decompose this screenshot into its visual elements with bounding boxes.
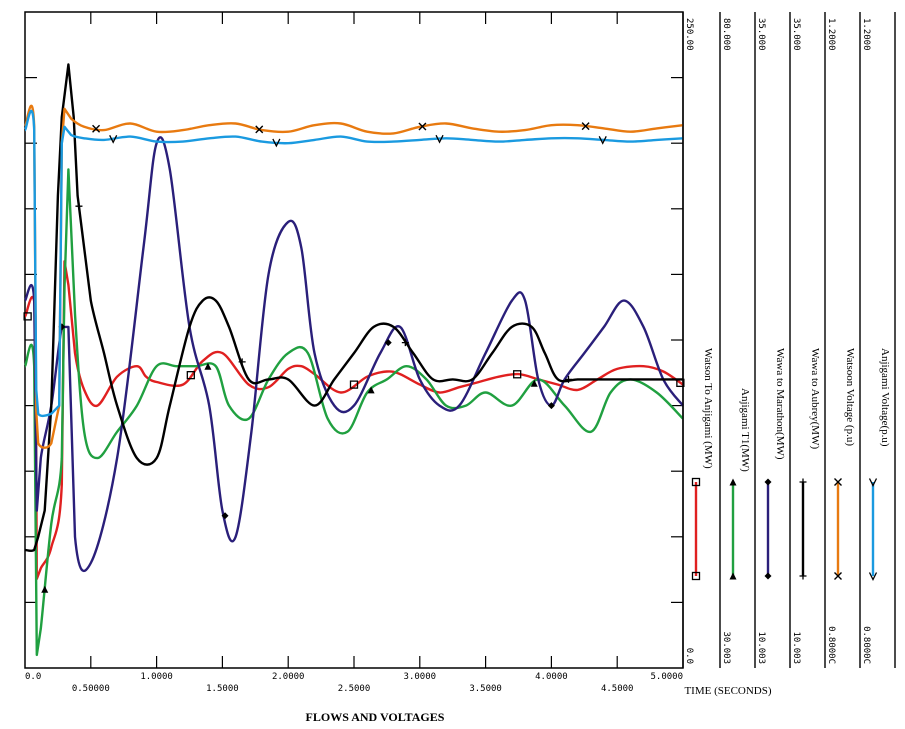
series-lines <box>23 63 685 657</box>
point-marker <box>418 122 427 131</box>
point-marker <box>834 478 842 486</box>
point-marker <box>255 125 264 134</box>
x-tick-label: 2.5000 <box>338 684 371 694</box>
legend-series-name: Wawa to Marathon(MW) <box>774 348 786 460</box>
point-marker <box>581 122 590 131</box>
legend-series-name: Wawa to Aubrey(MW) <box>809 348 821 449</box>
chart-title: FLOWS AND VOLTAGES <box>306 710 445 724</box>
point-marker <box>186 371 195 380</box>
point-marker <box>367 386 375 394</box>
legend-scale-min: 0.8000C <box>861 626 871 664</box>
x-tick-label: 3.5000 <box>469 684 502 694</box>
left-tick-marks <box>25 76 683 604</box>
series-line <box>23 136 684 573</box>
point-marker <box>92 124 101 133</box>
series-line <box>24 63 683 553</box>
series-2 <box>23 136 684 573</box>
series-1 <box>23 168 684 657</box>
legend-scale-min: 0.8000C <box>826 626 836 664</box>
x-tick-label: 2.0000 <box>272 672 305 682</box>
legend-series-name: Watsoon Voltage (p.u) <box>844 348 856 446</box>
series-5 <box>23 109 684 418</box>
x-tick-label: 4.0000 <box>535 672 568 682</box>
point-marker <box>272 138 281 148</box>
legend-scale-max: 80.000 <box>721 18 731 51</box>
point-marker <box>834 572 842 580</box>
x-tick-label: 3.0000 <box>404 672 437 682</box>
plot-border <box>24 11 684 669</box>
series-3 <box>24 63 683 553</box>
series-line <box>23 109 684 418</box>
point-marker <box>349 380 359 389</box>
point-marker <box>565 375 573 383</box>
point-marker <box>23 312 32 321</box>
point-marker <box>204 362 212 370</box>
point-marker <box>384 339 392 347</box>
legend-scale-min: 30.003 <box>721 631 731 664</box>
point-marker <box>547 402 555 410</box>
x-tick-label: 1.0000 <box>140 672 173 682</box>
point-marker <box>238 358 246 366</box>
legend-scale-max: 35.000 <box>756 18 766 51</box>
legend-entry-1: 80.000 30.003 Anjigami T1(MW) <box>721 18 751 664</box>
point-marker <box>221 512 229 520</box>
legend-scales: 250.00 0.0 Watson To Anjigami (MW) 80.000 30… <box>682 12 896 668</box>
point-marker <box>868 572 878 581</box>
legend-series-name: Anjigami T1(MW) <box>739 388 751 472</box>
series-line <box>23 168 684 657</box>
x-tick-label: 0.0 <box>25 672 41 682</box>
x-axis-label: TIME (SECONDS) <box>684 685 771 697</box>
legend-scale-max: 35.000 <box>791 18 801 51</box>
x-tick-label: 0.50000 <box>72 684 110 694</box>
x-axis-ticks: 0.0 1.0000 2.0000 3.0000 4.0000 5.0000 0.50000… <box>25 12 683 694</box>
point-marker <box>109 134 118 144</box>
point-marker <box>764 572 772 580</box>
legend-scale-max: 1.2000 <box>861 18 871 51</box>
point-marker <box>799 478 807 486</box>
point-marker <box>691 571 701 581</box>
legend-scale-max: 250.00 <box>684 18 694 51</box>
point-marker <box>691 477 701 487</box>
legend-scale-min: 10.003 <box>756 631 766 664</box>
legend-scale-min: 0.0 <box>684 648 694 664</box>
point-marker <box>530 379 538 387</box>
point-marker <box>513 370 522 379</box>
point-marker <box>598 136 607 145</box>
point-marker <box>729 572 737 580</box>
legend-series-name: Watson To Anjigami (MW) <box>702 348 714 469</box>
legend-entry-0: 250.00 0.0 Watson To Anjigami (MW) <box>684 18 714 664</box>
x-tick-label: 5.0000 <box>650 672 683 682</box>
legend-scale-max: 1.2000 <box>826 18 836 51</box>
point-marker <box>435 134 444 144</box>
legend-series-name: Anjigami Voltage(p.u) <box>879 348 891 447</box>
series-4 <box>23 104 684 449</box>
legend-scale-min: 10.003 <box>791 631 801 664</box>
series-line <box>23 104 684 449</box>
legend-entry-3: 35.000 10.003 Wawa to Aubrey(MW) <box>791 18 821 664</box>
point-marker <box>41 585 49 593</box>
point-marker <box>729 478 737 486</box>
point-marker <box>764 478 772 486</box>
point-marker <box>401 339 409 347</box>
legend-entry-2: 35.000 10.003 Wawa to Marathon(MW) <box>756 18 786 664</box>
x-tick-label: 4.5000 <box>601 684 634 694</box>
legend-entry-5: 1.2000 0.8000C Anjigami Voltage(p.u) <box>861 18 891 664</box>
plot-frame <box>24 11 684 669</box>
x-tick-label: 1.5000 <box>206 684 239 694</box>
legend-entry-4: 1.2000 0.8000C Watsoon Voltage (p.u) <box>826 18 856 664</box>
point-marker <box>799 572 807 580</box>
point-marker <box>75 202 83 210</box>
point-marker <box>868 478 878 487</box>
